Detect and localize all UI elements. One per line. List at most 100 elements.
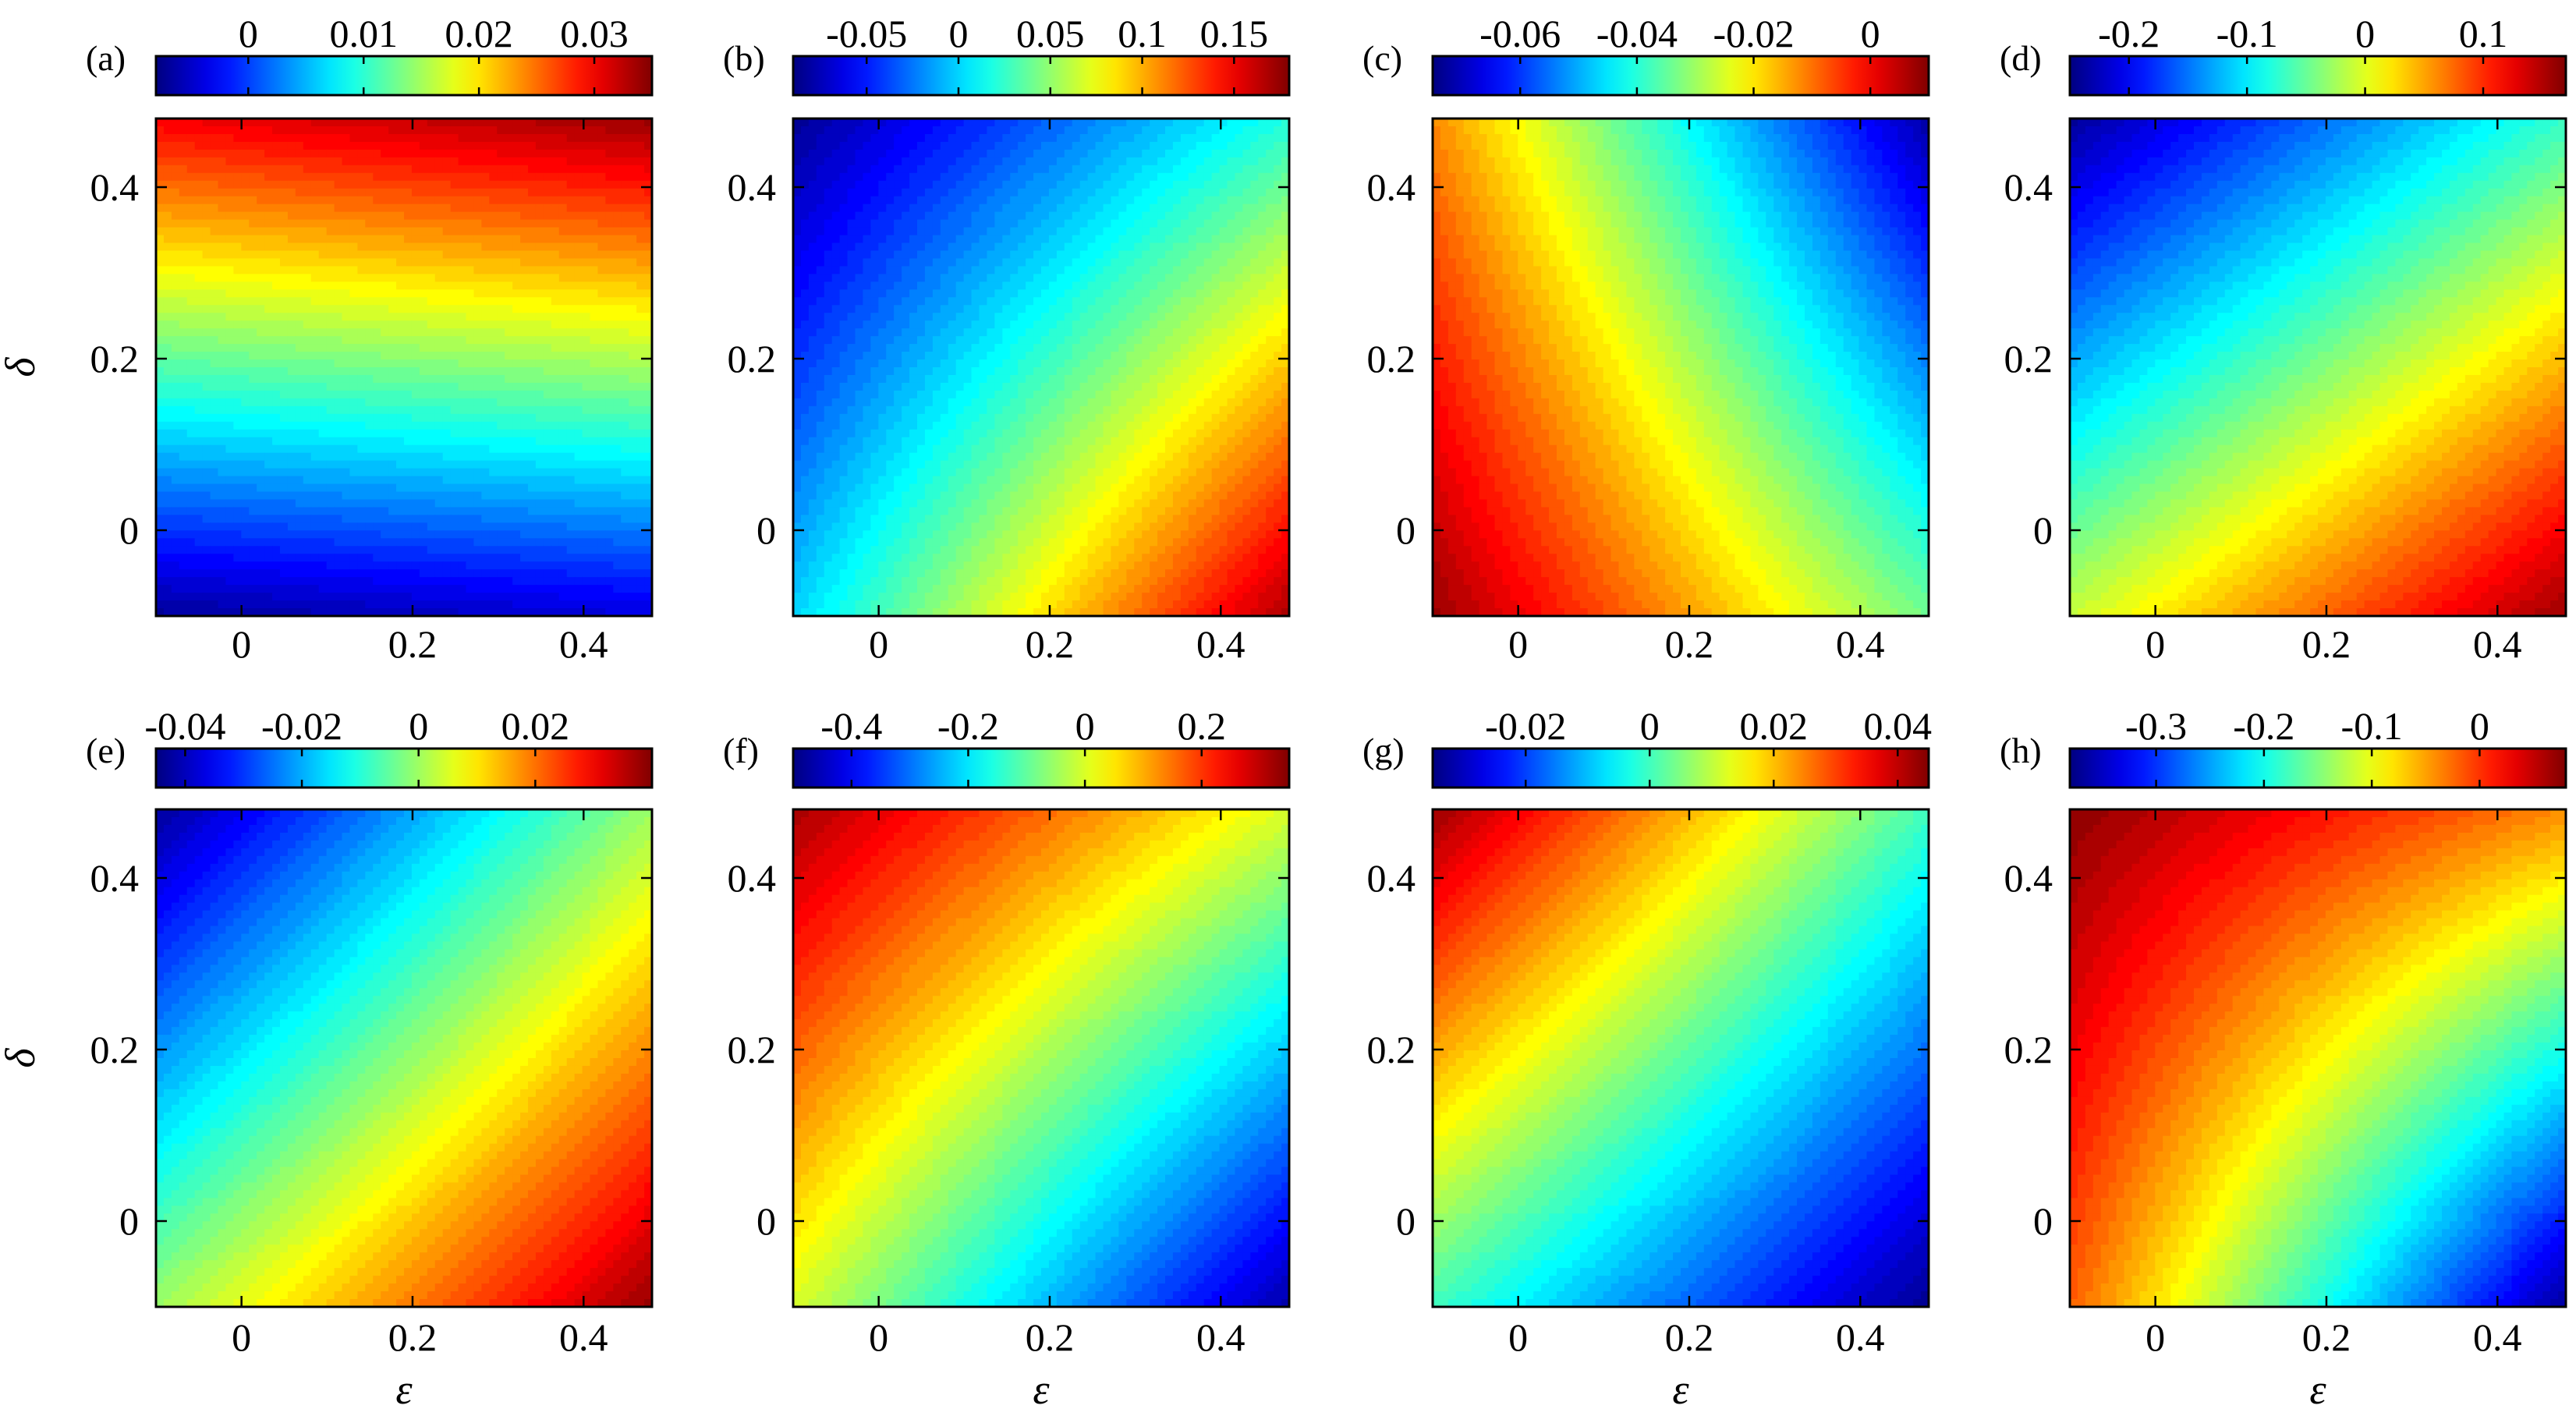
heatmap-cell <box>179 382 188 391</box>
heatmap-cell <box>644 352 652 360</box>
heatmap-cell <box>179 468 188 477</box>
heatmap-cell <box>466 608 475 616</box>
heatmap-cell <box>218 344 227 352</box>
heatmap-cell <box>450 149 459 158</box>
heatmap-cell <box>194 390 204 399</box>
heatmap-cell <box>388 452 397 462</box>
heatmap-cell <box>411 585 420 593</box>
heatmap-cell <box>535 266 544 274</box>
heatmap-cell <box>233 429 242 438</box>
heatmap-cell <box>497 320 505 329</box>
heatmap-cell <box>419 546 428 554</box>
heatmap-cell <box>427 608 436 616</box>
heatmap-cell <box>917 180 926 189</box>
heatmap-cell <box>334 320 343 329</box>
heatmap-cell <box>427 219 436 228</box>
heatmap-cell <box>218 429 227 438</box>
heatmap-cell <box>280 522 289 531</box>
heatmap-cell <box>1118 196 1127 205</box>
panel-b: 0 0.2 0.400.20.4-0.05 0 0.05 0.1 0.15(b) <box>723 12 1291 666</box>
heatmap-cell <box>381 359 389 368</box>
heatmap-cell <box>365 460 374 469</box>
heatmap-cell <box>605 359 614 368</box>
heatmap-cell <box>156 530 165 539</box>
heatmap-cell <box>318 211 328 221</box>
heatmap-cell <box>163 281 172 290</box>
heatmap-cell <box>241 554 250 562</box>
heatmap-cell <box>629 119 637 127</box>
heatmap-cell <box>303 119 312 127</box>
heatmap-cell <box>1033 204 1042 213</box>
heatmap-cell <box>558 398 568 407</box>
heatmap-cell <box>310 413 320 423</box>
heatmap-cell <box>388 119 397 127</box>
heatmap-cell <box>334 405 343 415</box>
heatmap-cell <box>489 149 498 158</box>
heatmap-cell <box>257 180 265 189</box>
heatmap-cell <box>940 126 949 135</box>
heatmap-cell <box>636 367 645 376</box>
heatmap-cell <box>257 444 265 454</box>
heatmap-cell <box>1056 188 1065 197</box>
heatmap-cell <box>396 390 405 399</box>
heatmap-cell <box>318 352 328 360</box>
heatmap-cell <box>955 157 965 166</box>
heatmap-cell <box>194 266 204 274</box>
heatmap-cell <box>450 165 459 174</box>
heatmap-cell <box>458 149 467 158</box>
heatmap-cell <box>629 204 637 213</box>
heatmap-cell <box>411 491 420 501</box>
heatmap-cell <box>863 133 871 143</box>
heatmap-cell <box>419 157 428 166</box>
heatmap-cell <box>163 149 172 158</box>
heatmap-cell <box>535 281 544 290</box>
heatmap-cell <box>605 577 614 586</box>
heatmap-cell <box>1018 119 1026 127</box>
heatmap-cell <box>241 382 250 391</box>
heatmap-cell <box>543 211 552 221</box>
heatmap-cell <box>528 600 537 609</box>
heatmap-cell <box>597 538 606 547</box>
heatmap-cell <box>644 483 652 493</box>
heatmap-cell <box>558 421 568 430</box>
heatmap-cell <box>218 569 227 578</box>
heatmap-cell <box>280 126 289 135</box>
heatmap-cell <box>295 211 304 221</box>
heatmap-cell <box>186 344 196 352</box>
heatmap-cell <box>264 367 273 376</box>
heatmap-cell <box>303 530 312 539</box>
heatmap-cell <box>551 126 560 135</box>
heatmap-cell <box>194 554 204 562</box>
heatmap-cell <box>450 476 459 485</box>
heatmap-cell <box>272 250 281 260</box>
heatmap-cell <box>520 328 529 337</box>
heatmap-cell <box>280 305 289 313</box>
heatmap-cell <box>334 444 343 454</box>
heatmap-cell <box>1118 211 1127 221</box>
heatmap-cell <box>520 452 529 462</box>
heatmap-cell <box>886 219 895 228</box>
heatmap-cell <box>1180 133 1189 143</box>
heatmap-cell <box>342 258 351 267</box>
heatmap-cell <box>373 359 381 368</box>
heatmap-cell <box>218 352 227 360</box>
heatmap-cell <box>574 266 583 274</box>
heatmap-cell <box>466 227 475 236</box>
heatmap-cell <box>233 204 242 213</box>
heatmap-cell <box>1056 165 1065 174</box>
heatmap-cell <box>505 569 513 578</box>
heatmap-cell <box>241 421 250 430</box>
heatmap-cell <box>870 126 879 135</box>
heatmap-cell <box>551 468 560 477</box>
heatmap-cell <box>512 266 521 274</box>
heatmap-cell <box>1211 211 1221 221</box>
heatmap-cell <box>310 429 320 438</box>
heatmap-cell <box>225 468 234 477</box>
heatmap-cell <box>280 165 289 174</box>
heatmap-cell <box>1196 211 1205 221</box>
heatmap-cell <box>481 515 490 523</box>
heatmap-cell <box>481 250 490 260</box>
heatmap-cell <box>326 546 335 554</box>
heatmap-cell <box>1126 196 1135 205</box>
heatmap-cell <box>179 149 188 158</box>
